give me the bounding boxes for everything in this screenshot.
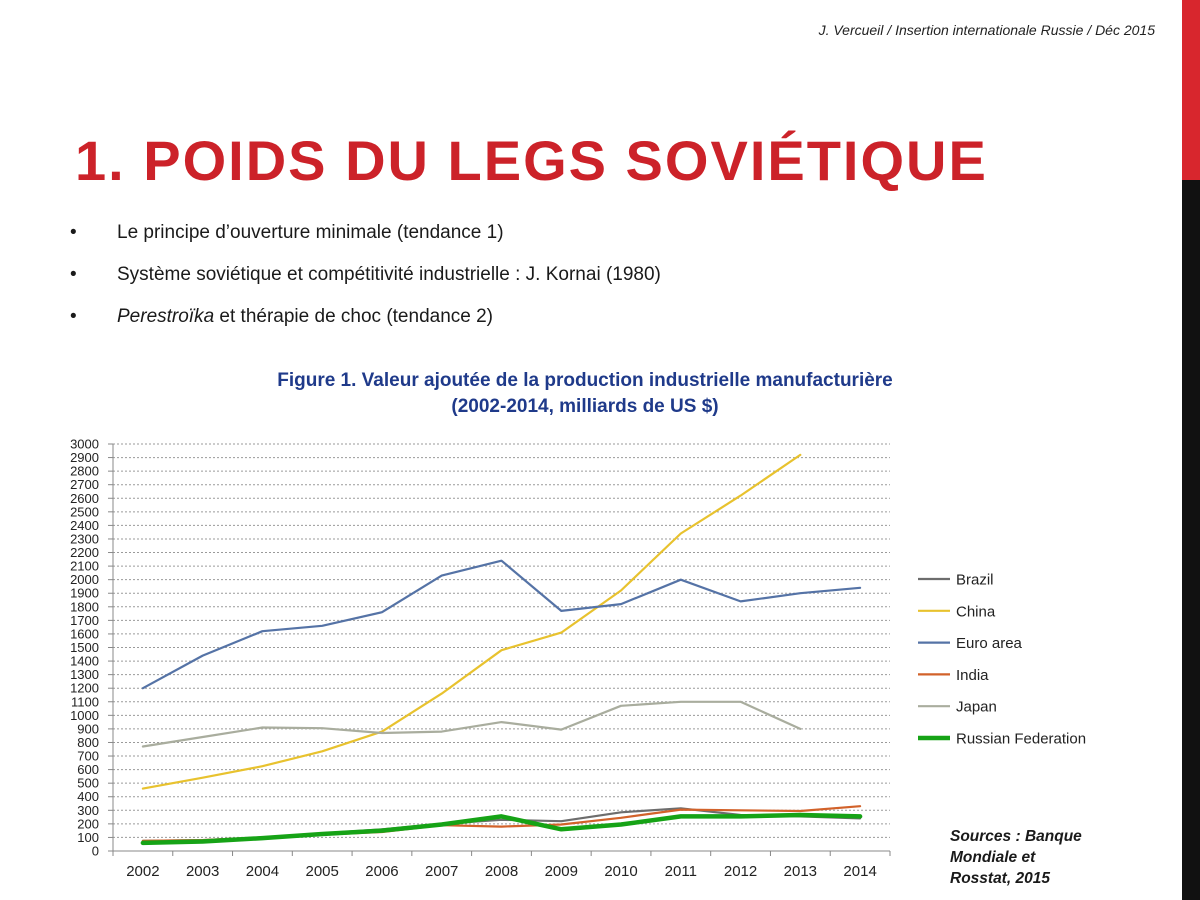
x-tick-label: 2011 bbox=[665, 863, 697, 880]
x-tick-label: 2009 bbox=[545, 863, 578, 880]
x-tick-label: 2002 bbox=[126, 863, 159, 880]
x-tick-label: 2013 bbox=[784, 863, 817, 880]
sources-line: Mondiale et bbox=[950, 849, 1036, 866]
series-line-japan bbox=[141, 700, 802, 748]
y-tick-label: 800 bbox=[77, 735, 99, 750]
legend-label: Brazil bbox=[956, 572, 994, 589]
sources-line: Sources : Banque bbox=[950, 828, 1082, 845]
y-tick-label: 2100 bbox=[70, 559, 99, 574]
sources-note: Sources : Banque Mondiale et Rosstat, 20… bbox=[950, 826, 1082, 889]
y-tick-label: 1600 bbox=[70, 626, 99, 641]
x-tick-label: 2012 bbox=[724, 863, 757, 880]
y-tick-label: 1400 bbox=[70, 654, 99, 669]
x-tick-label: 2004 bbox=[246, 863, 279, 880]
y-tick-label: 1500 bbox=[70, 640, 99, 655]
series-line-china bbox=[141, 453, 802, 790]
x-tick-label: 2014 bbox=[843, 863, 876, 880]
y-tick-label: 2900 bbox=[70, 450, 99, 465]
bullet-text: et thérapie de choc (tendance 2) bbox=[214, 306, 494, 327]
figure-title-line: (2002-2014, milliards de US $) bbox=[451, 396, 719, 417]
y-tick-label: 2600 bbox=[70, 491, 99, 506]
y-tick-label: 2500 bbox=[70, 504, 99, 519]
sources-line: Rosstat, 2015 bbox=[950, 870, 1050, 887]
accent-bar-red bbox=[1182, 0, 1200, 180]
y-tick-label: 500 bbox=[77, 776, 99, 791]
bullet-text: Le principe d’ouverture minimale (tendan… bbox=[117, 222, 504, 243]
figure-title-line: Figure 1. Valeur ajoutée de la productio… bbox=[277, 370, 893, 391]
slide-title: 1. POIDS DU LEGS SOVIÉTIQUE bbox=[75, 129, 988, 192]
x-tick-label: 2003 bbox=[186, 863, 219, 880]
y-tick-label: 1200 bbox=[70, 681, 99, 696]
series-line-euro-area bbox=[141, 559, 862, 690]
y-tick-label: 400 bbox=[77, 789, 99, 804]
y-tick-label: 2400 bbox=[70, 518, 99, 533]
y-tick-label: 1300 bbox=[70, 667, 99, 682]
series-line-russian-federation bbox=[140, 812, 863, 846]
y-tick-label: 2200 bbox=[70, 545, 99, 560]
y-tick-label: 1100 bbox=[71, 694, 99, 709]
series-line-brazil bbox=[141, 807, 862, 842]
accent-bar-dark bbox=[1182, 180, 1200, 900]
legend-label: China bbox=[956, 603, 996, 620]
bullet-text: Système soviétique et compétitivité indu… bbox=[117, 264, 661, 285]
bullet-item: Perestroïka et thérapie de choc (tendanc… bbox=[70, 304, 661, 346]
y-tick-label: 600 bbox=[77, 762, 99, 777]
y-tick-label: 2300 bbox=[70, 531, 99, 546]
y-tick-label: 100 bbox=[77, 830, 99, 845]
y-tick-label: 1700 bbox=[70, 613, 99, 628]
legend-label: Russian Federation bbox=[956, 731, 1086, 748]
bullet-list: Le principe d’ouverture minimale (tendan… bbox=[70, 220, 661, 346]
x-tick-label: 2006 bbox=[365, 863, 398, 880]
y-tick-label: 900 bbox=[77, 721, 99, 736]
bullet-item: Le principe d’ouverture minimale (tendan… bbox=[70, 220, 661, 262]
y-tick-label: 3000 bbox=[70, 437, 99, 452]
bullet-item: Système soviétique et compétitivité indu… bbox=[70, 262, 661, 304]
slide-header: J. Vercueil / Insertion internationale R… bbox=[818, 22, 1155, 38]
y-tick-label: 2700 bbox=[70, 477, 99, 492]
legend-label: India bbox=[956, 667, 989, 684]
legend-label: Japan bbox=[956, 699, 997, 716]
y-tick-label: 1800 bbox=[70, 599, 99, 614]
y-tick-label: 1000 bbox=[70, 708, 99, 723]
y-tick-label: 2800 bbox=[70, 464, 99, 479]
bullet-emphasis: Perestroïka bbox=[117, 306, 215, 327]
y-tick-label: 2000 bbox=[70, 572, 99, 587]
y-tick-label: 700 bbox=[77, 749, 99, 764]
figure-title: Figure 1. Valeur ajoutée de la productio… bbox=[160, 368, 1010, 420]
legend-label: Euro area bbox=[956, 635, 1023, 652]
y-tick-label: 1900 bbox=[70, 586, 99, 601]
y-tick-label: 300 bbox=[77, 803, 99, 818]
y-tick-label: 0 bbox=[92, 844, 99, 859]
x-tick-label: 2008 bbox=[485, 863, 518, 880]
x-tick-label: 2005 bbox=[306, 863, 339, 880]
x-tick-label: 2010 bbox=[604, 863, 637, 880]
y-tick-label: 200 bbox=[77, 816, 99, 831]
x-tick-label: 2007 bbox=[425, 863, 458, 880]
